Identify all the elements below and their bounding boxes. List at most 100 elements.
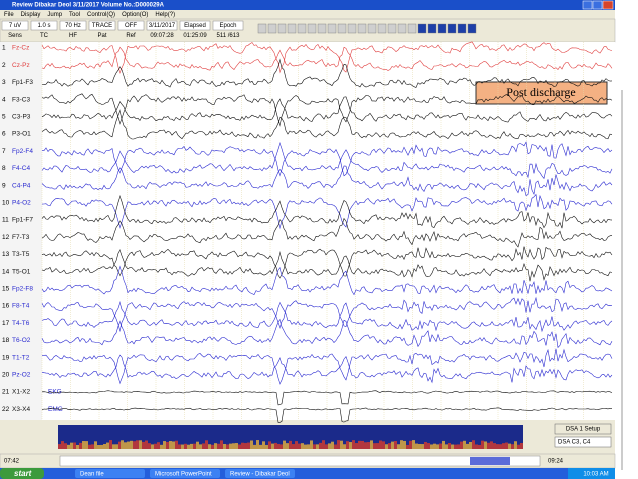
channel-number: 15	[2, 286, 10, 293]
eeg-trace	[41, 300, 613, 333]
toolbar-icon[interactable]	[307, 23, 317, 34]
toolbar-icon[interactable]	[367, 23, 377, 34]
dsa-band	[265, 444, 268, 449]
toolbar-icon[interactable]	[417, 23, 427, 34]
dsa-setup-button[interactable]	[554, 423, 612, 435]
dsa-band	[214, 443, 217, 449]
channel-number: 12	[2, 234, 10, 241]
dsa-band	[358, 440, 361, 449]
dsa-band	[175, 440, 178, 449]
channel-tag: EMG	[48, 406, 63, 413]
dsa-band	[313, 444, 316, 449]
menu-item[interactable]: Control(Q)	[87, 12, 115, 18]
dsa-band	[61, 441, 64, 449]
toolbar-icon[interactable]	[467, 23, 477, 34]
toolbar-icon[interactable]	[407, 23, 417, 34]
minimize[interactable]	[582, 0, 593, 10]
channel-label: Fp2-F4	[12, 148, 33, 155]
menu-item[interactable]: Display	[21, 12, 41, 18]
toolbar-field[interactable]	[1, 20, 29, 31]
toolbar-icon[interactable]	[447, 23, 457, 34]
dsa-band	[343, 444, 346, 449]
dsa-band	[301, 443, 304, 449]
dsa-band	[256, 440, 259, 449]
toolbar-icon[interactable]	[297, 23, 307, 34]
menu-item[interactable]: Help(?)	[155, 12, 175, 18]
eeg-trace	[41, 41, 613, 74]
dsa-band	[397, 444, 400, 449]
toolbar-field[interactable]	[117, 20, 145, 31]
toolbar-label: 511 /613	[217, 33, 241, 39]
toolbar-icon[interactable]	[337, 23, 347, 34]
toolbar-icon[interactable]	[267, 23, 277, 34]
channel-number: 2	[2, 62, 6, 69]
dsa-band	[304, 444, 307, 449]
dsa-band	[235, 443, 238, 449]
toolbar-icon[interactable]	[387, 23, 397, 34]
toolbar-field[interactable]	[212, 20, 244, 31]
dsa-band	[247, 442, 250, 449]
toolbar-icon[interactable]	[327, 23, 337, 34]
maximize[interactable]	[592, 0, 603, 10]
dsa-band	[430, 444, 433, 449]
dsa-band	[412, 440, 415, 449]
dsa-band	[115, 444, 118, 449]
toolbar-icon[interactable]	[347, 23, 357, 34]
menu-item[interactable]: Tool	[69, 12, 80, 18]
toolbar-field[interactable]	[59, 20, 87, 31]
eeg-trace	[41, 96, 613, 123]
toolbar-icon[interactable]	[357, 23, 367, 34]
dsa-band	[403, 440, 406, 449]
toolbar-field[interactable]	[30, 20, 58, 31]
toolbar-icon[interactable]	[377, 23, 387, 34]
dsa-band	[406, 444, 409, 449]
toolbar-icon[interactable]	[277, 23, 287, 34]
channel-label: T3-T5	[12, 251, 30, 258]
start-button[interactable]	[0, 468, 44, 479]
menu-item[interactable]: File	[4, 12, 14, 18]
dsa-band	[391, 441, 394, 449]
dsa-band	[451, 444, 454, 449]
close[interactable]	[602, 0, 614, 10]
toolbar-label: Ref	[126, 33, 136, 39]
dsa-band	[94, 441, 97, 449]
toolbar-icon[interactable]	[317, 23, 327, 34]
dsa-band	[322, 440, 325, 449]
menu-item[interactable]: Jump	[47, 12, 62, 18]
toolbar-label: HF	[69, 33, 77, 39]
toolbar-icon[interactable]	[257, 23, 267, 34]
dsa-band	[67, 444, 70, 449]
eeg-trace	[41, 354, 613, 384]
eeg-trace	[42, 348, 613, 385]
dsa-band	[292, 444, 295, 449]
time-scroll[interactable]	[59, 455, 541, 467]
toolbar-field[interactable]	[179, 20, 211, 31]
channel-number: 8	[2, 165, 6, 172]
dsa-band	[481, 440, 484, 449]
toolbar-field[interactable]	[88, 20, 116, 31]
dsa-band	[388, 443, 391, 449]
menu-item[interactable]: Option(O)	[122, 12, 148, 18]
dsa-band	[271, 443, 274, 449]
dsa-band	[217, 443, 220, 449]
dsa-band	[442, 440, 445, 449]
toolbar-icon[interactable]	[397, 23, 407, 34]
taskbar-item[interactable]	[75, 469, 145, 478]
toolbar-icon[interactable]	[437, 23, 447, 34]
taskbar-item[interactable]	[150, 469, 220, 478]
dsa-band	[295, 441, 298, 449]
channel-number: 7	[2, 148, 6, 155]
toolbar-icon[interactable]	[287, 23, 297, 34]
eeg-trace	[41, 194, 613, 229]
time-thumb[interactable]	[470, 457, 510, 465]
channel-label: Pz-O2	[12, 372, 31, 379]
toolbar-field[interactable]	[146, 20, 178, 31]
toolbar-icon[interactable]	[457, 23, 467, 34]
toolbar-icon[interactable]	[427, 23, 437, 34]
dsa-band	[139, 440, 142, 449]
channel-number: 20	[2, 372, 10, 379]
taskbar-item[interactable]	[225, 469, 295, 478]
dsa-band	[499, 444, 502, 449]
dsa-select[interactable]	[554, 436, 612, 448]
dsa-band	[421, 444, 424, 449]
